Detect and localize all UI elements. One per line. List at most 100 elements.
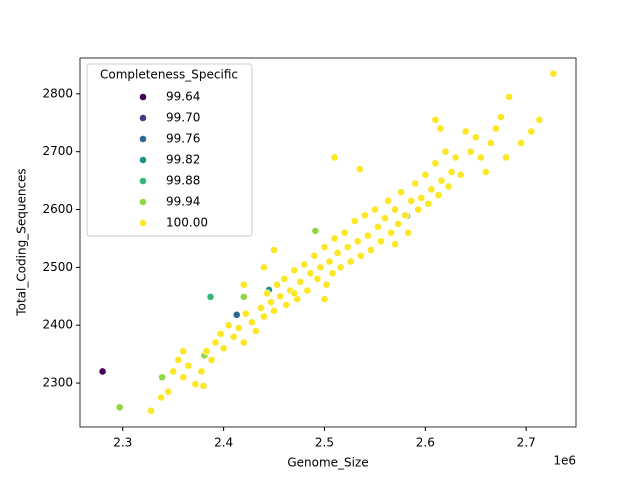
point: [296, 277, 305, 286]
point: [260, 312, 268, 321]
point: [407, 196, 416, 205]
legend-marker: [139, 114, 147, 122]
point: [306, 269, 315, 278]
point: [280, 275, 289, 283]
point: [273, 280, 281, 289]
point: [549, 69, 558, 78]
point: [340, 228, 349, 237]
legend-marker: [139, 135, 147, 143]
point: [497, 113, 505, 121]
point: [431, 159, 440, 168]
point: [260, 263, 268, 272]
x-tick-label: 2.5: [315, 436, 334, 450]
x-tick-label: 2.7: [517, 436, 536, 450]
point: [517, 139, 526, 147]
point: [325, 257, 334, 266]
legend-label: 99.82: [166, 153, 200, 167]
legend-marker: [139, 177, 147, 185]
legend-label: 99.76: [166, 132, 200, 146]
point: [98, 367, 107, 376]
legend-box: [86, 63, 253, 237]
point: [310, 251, 319, 260]
point: [290, 266, 299, 275]
point: [441, 147, 450, 156]
point: [436, 124, 445, 133]
point: [353, 237, 362, 246]
point: [263, 289, 271, 298]
point: [451, 153, 460, 162]
point: [397, 188, 406, 197]
point: [303, 286, 312, 295]
point: [461, 127, 470, 136]
point: [346, 257, 355, 266]
point: [456, 170, 465, 179]
point: [147, 406, 155, 415]
point: [387, 228, 395, 237]
point: [270, 246, 278, 254]
point: [394, 220, 402, 228]
point: [174, 356, 183, 364]
x-offset-label: 1e6: [553, 454, 576, 468]
point: [241, 309, 250, 318]
point: [471, 133, 480, 142]
x-tick-label: 2.3: [113, 436, 132, 450]
point: [466, 147, 475, 156]
plot-frame: [79, 57, 577, 428]
point: [391, 240, 399, 249]
point: [431, 115, 440, 124]
x-axis-label: Genome_Size: [287, 456, 368, 470]
x-tick-label: 2.6: [416, 436, 435, 450]
point: [276, 292, 284, 301]
point: [381, 214, 389, 223]
point: [492, 124, 500, 133]
point: [179, 347, 188, 356]
point: [370, 205, 379, 214]
point: [481, 168, 490, 176]
point: [202, 347, 211, 356]
y-tick-label: 2800: [42, 86, 73, 100]
point: [486, 139, 495, 147]
legend-marker: [139, 219, 147, 227]
point: [417, 194, 426, 202]
point: [239, 280, 248, 289]
point: [239, 338, 248, 347]
point: [527, 127, 536, 136]
point: [350, 217, 359, 226]
point: [164, 387, 173, 396]
point: [374, 222, 382, 231]
point: [290, 289, 299, 298]
point: [232, 310, 241, 319]
y-tick-label: 2500: [42, 260, 73, 274]
point: [366, 246, 375, 254]
legend-label: 99.88: [166, 174, 200, 188]
point: [199, 382, 208, 390]
point: [247, 318, 256, 327]
point: [355, 165, 364, 173]
legend-marker: [139, 198, 147, 206]
point: [311, 227, 320, 235]
point: [211, 338, 220, 347]
x-tick-label: 2.4: [214, 436, 233, 450]
points: [98, 69, 558, 415]
legend-label: 100.00: [166, 216, 208, 230]
point: [224, 321, 233, 330]
point: [363, 231, 372, 240]
point: [239, 292, 248, 301]
point: [206, 292, 215, 301]
legend-label: 99.64: [166, 90, 200, 104]
point: [384, 196, 392, 205]
point: [391, 205, 399, 214]
y-tick-label: 2300: [42, 376, 73, 390]
point: [197, 367, 206, 376]
y-axis-label: Total_Coding_Sequences: [15, 168, 29, 316]
point: [535, 115, 544, 124]
legend-label: 99.94: [166, 195, 200, 209]
point: [267, 298, 275, 306]
point: [158, 373, 166, 382]
point: [447, 168, 456, 176]
point: [179, 373, 188, 382]
point: [229, 332, 238, 341]
legend-marker: [139, 93, 147, 101]
point: [356, 251, 365, 260]
